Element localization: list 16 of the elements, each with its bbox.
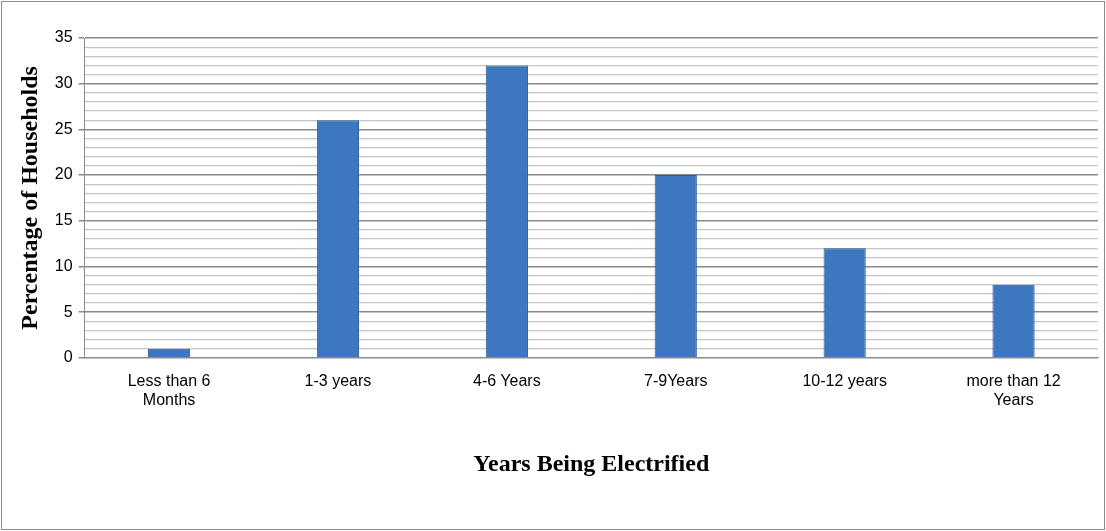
y-tick-label: 10 bbox=[54, 256, 73, 274]
x-tick-label: 10-12 years bbox=[802, 371, 887, 389]
y-tick-label: 25 bbox=[54, 119, 73, 137]
y-tick-label: 20 bbox=[54, 165, 73, 183]
y-axis-title: Percentage of Households bbox=[15, 66, 42, 330]
y-tick-label: 15 bbox=[54, 211, 73, 229]
y-tick-label: 30 bbox=[54, 74, 73, 92]
x-tick-label: 7-9Years bbox=[644, 371, 708, 389]
x-axis-title: Years Being Electrified bbox=[473, 449, 710, 476]
y-tick-label: 0 bbox=[63, 348, 73, 366]
x-tick-label: more than 12 Years bbox=[966, 371, 1061, 409]
x-tick-label: 1-3 years bbox=[304, 371, 372, 389]
y-tick-label: 35 bbox=[54, 28, 73, 46]
y-tick-label: 5 bbox=[63, 302, 73, 320]
x-tick-label: 4-6 Years bbox=[473, 371, 541, 389]
x-tick-label: Less than 6 Months bbox=[127, 371, 211, 409]
